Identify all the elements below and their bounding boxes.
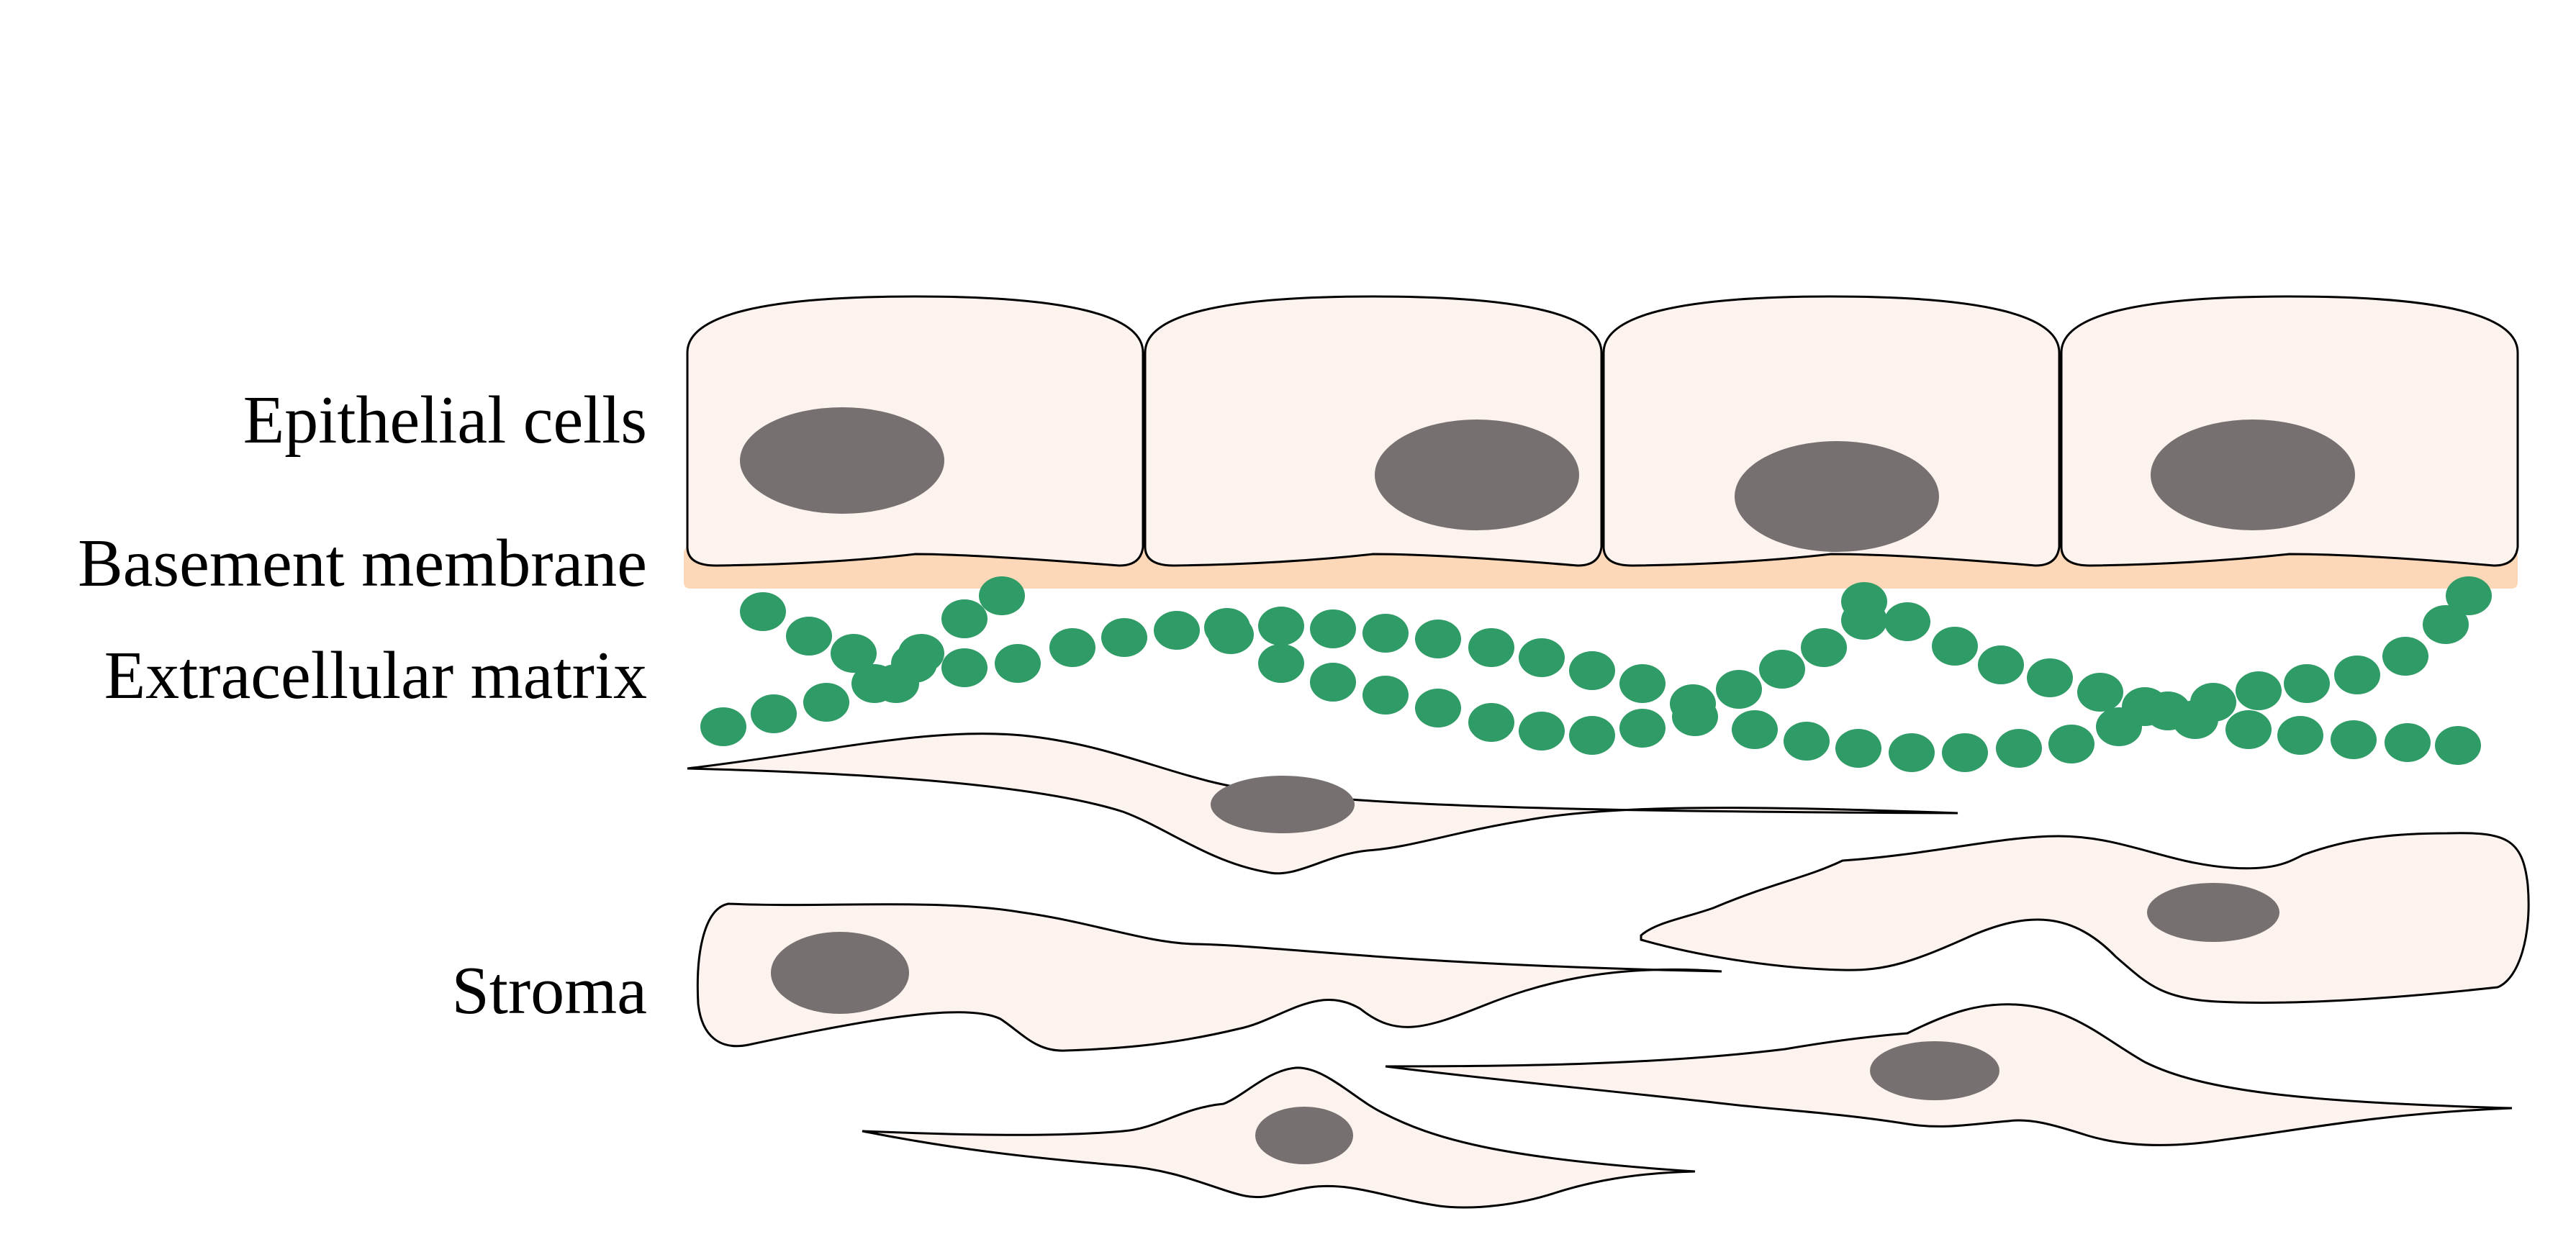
matrix-fiber-bead: [2048, 725, 2094, 763]
matrix-fiber-bead: [751, 694, 797, 733]
label-epithelial-cells: Epithelial cells: [243, 383, 647, 458]
matrix-fiber-bead: [2172, 700, 2218, 739]
nucleus: [771, 932, 909, 1014]
matrix-fiber-bead: [1208, 615, 1254, 654]
matrix-fiber-bead: [1784, 722, 1830, 761]
stromal-cell-2: [696, 902, 1722, 1052]
nucleus: [1255, 1107, 1353, 1164]
matrix-fiber-bead: [898, 634, 944, 673]
matrix-fiber-bead: [1619, 709, 1666, 748]
matrix-fiber-bead: [1884, 602, 1930, 641]
matrix-fiber-bead: [1519, 638, 1565, 677]
matrix-fiber-bead: [2225, 710, 2272, 749]
matrix-fiber-bead: [1716, 670, 1762, 709]
matrix-fiber-bead: [1569, 651, 1615, 690]
matrix-fiber-bead: [831, 634, 877, 673]
matrix-fiber-bead: [1468, 628, 1514, 667]
label-stroma: Stroma: [451, 953, 647, 1028]
matrix-fiber-bead: [1049, 628, 1095, 667]
matrix-fiber-bead: [1519, 712, 1565, 751]
matrix-fiber-bead: [1932, 627, 1978, 666]
matrix-fiber-bead: [1942, 733, 1988, 772]
matrix-fiber-bead: [1468, 703, 1514, 742]
matrix-fiber-bead: [1732, 710, 1778, 749]
matrix-fiber-bead: [1759, 650, 1805, 689]
matrix-fiber-bead: [2284, 664, 2330, 703]
matrix-fiber-bead: [1672, 697, 1718, 736]
matrix-fiber-bead: [1362, 676, 1409, 715]
matrix-fiber-bead: [700, 707, 746, 746]
matrix-fiber-bead: [1841, 582, 1887, 621]
nucleus: [740, 407, 944, 514]
matrix-fiber-bead: [803, 683, 849, 722]
matrix-fiber-bead: [2077, 673, 2123, 712]
matrix-fiber-bead: [1154, 611, 1200, 650]
matrix-fiber-bead: [1569, 716, 1615, 755]
matrix-fiber-bead: [2334, 656, 2380, 694]
matrix-fiber-bead: [2331, 720, 2377, 759]
matrix-fiber-bead: [2385, 723, 2431, 762]
matrix-fiber-bead: [1101, 618, 1147, 657]
matrix-fiber-bead: [786, 617, 832, 656]
matrix-fiber-bead: [979, 576, 1025, 615]
matrix-fiber-bead: [1362, 614, 1409, 653]
matrix-fiber-bead: [1619, 664, 1666, 703]
matrix-fiber-bead: [2236, 671, 2282, 710]
matrix-fiber-bead: [1310, 609, 1356, 648]
stromal-cell-3: [1640, 832, 2530, 1004]
stroma-layer: [687, 733, 2530, 1209]
matrix-fiber-bead: [941, 648, 988, 687]
matrix-fiber-bead: [2277, 716, 2323, 755]
stromal-nuclei: [771, 776, 2279, 1164]
matrix-fiber-bead: [1889, 733, 1935, 772]
matrix-fiber-bead: [1310, 663, 1356, 702]
nucleus: [1735, 441, 1939, 552]
matrix-fiber-bead: [1415, 689, 1461, 727]
nucleus: [2147, 883, 2279, 942]
label-extracellular-matrix: Extracellular matrix: [104, 638, 647, 713]
matrix-fiber-bead: [2435, 726, 2481, 765]
matrix-fiber-bead: [2446, 576, 2492, 615]
nucleus: [1870, 1041, 1999, 1100]
nucleus: [1211, 776, 1355, 833]
matrix-fiber-bead: [995, 644, 1041, 683]
basement-membrane-band: [684, 547, 2518, 589]
matrix-fiber-bead: [2382, 637, 2428, 676]
matrix-fiber-bead: [1258, 644, 1304, 683]
matrix-fiber-bead: [1835, 729, 1881, 768]
matrix-fiber-bead: [1978, 645, 2024, 684]
extracellular-matrix-fibers: [700, 576, 2492, 772]
matrix-fiber-bead: [1801, 628, 1847, 667]
epithelial-cell-3: [1602, 295, 2061, 567]
matrix-fiber-bead: [2027, 658, 2073, 697]
matrix-fiber-bead: [1996, 729, 2042, 768]
matrix-fiber-bead: [740, 592, 786, 631]
matrix-fiber-bead: [941, 599, 988, 638]
epithelial-nuclei: [740, 407, 2355, 552]
matrix-fiber-bead: [873, 664, 919, 703]
nucleus: [2151, 420, 2355, 530]
nucleus: [1375, 420, 1579, 530]
matrix-fiber-bead: [1415, 620, 1461, 658]
matrix-fiber-bead: [2423, 605, 2469, 644]
matrix-fiber-bead: [2122, 687, 2168, 726]
matrix-fiber-bead: [1258, 607, 1304, 645]
label-basement-membrane: Basement membrane: [78, 526, 647, 601]
